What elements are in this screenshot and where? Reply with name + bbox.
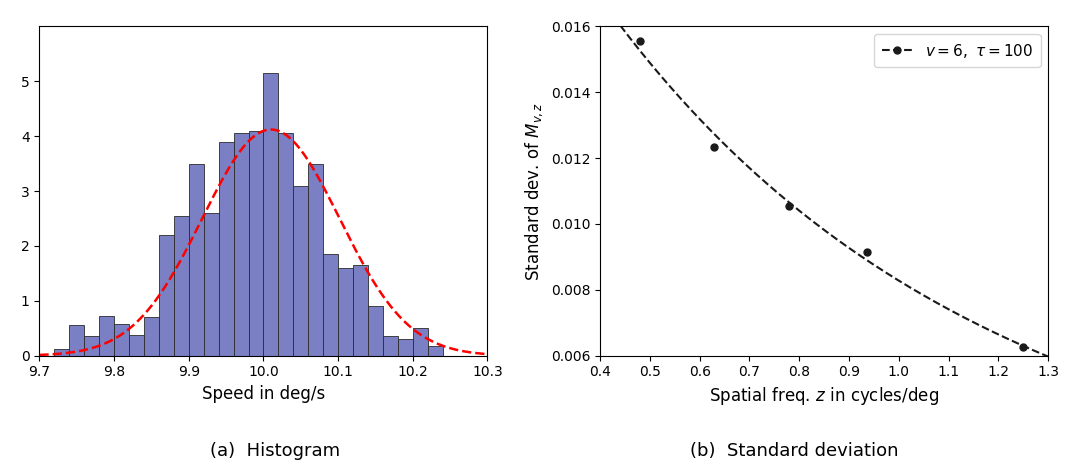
Bar — [159, 235, 174, 356]
Legend: $v = 6,\ \tau = 100$: $v = 6,\ \tau = 100$ — [875, 34, 1040, 67]
Bar — [279, 133, 294, 356]
Bar — [383, 337, 397, 356]
Bar — [397, 339, 413, 356]
Bar — [218, 142, 233, 356]
Bar — [189, 164, 204, 356]
Bar — [353, 265, 368, 356]
Bar — [308, 164, 323, 356]
Bar — [323, 254, 338, 356]
Y-axis label: Standard dev. of $M_{v,z}$: Standard dev. of $M_{v,z}$ — [524, 101, 545, 280]
Text: (b)  Standard deviation: (b) Standard deviation — [689, 442, 899, 460]
Text: (a)  Histogram: (a) Histogram — [211, 442, 340, 460]
Bar — [428, 346, 443, 356]
Bar — [99, 316, 114, 356]
Bar — [204, 213, 218, 356]
Bar — [294, 186, 308, 356]
Bar — [129, 335, 144, 356]
Bar — [69, 326, 84, 356]
Bar — [144, 317, 159, 356]
Bar — [114, 324, 129, 356]
Bar — [174, 216, 189, 356]
Bar — [84, 337, 99, 356]
Bar — [233, 133, 248, 356]
Bar — [264, 73, 279, 356]
X-axis label: Spatial freq. $z$ in cycles/deg: Spatial freq. $z$ in cycles/deg — [710, 385, 940, 407]
Bar — [248, 131, 264, 356]
Bar — [338, 268, 353, 356]
X-axis label: Speed in deg/s: Speed in deg/s — [202, 385, 325, 403]
Bar — [368, 306, 383, 356]
Bar — [54, 349, 69, 356]
Bar — [413, 328, 428, 356]
